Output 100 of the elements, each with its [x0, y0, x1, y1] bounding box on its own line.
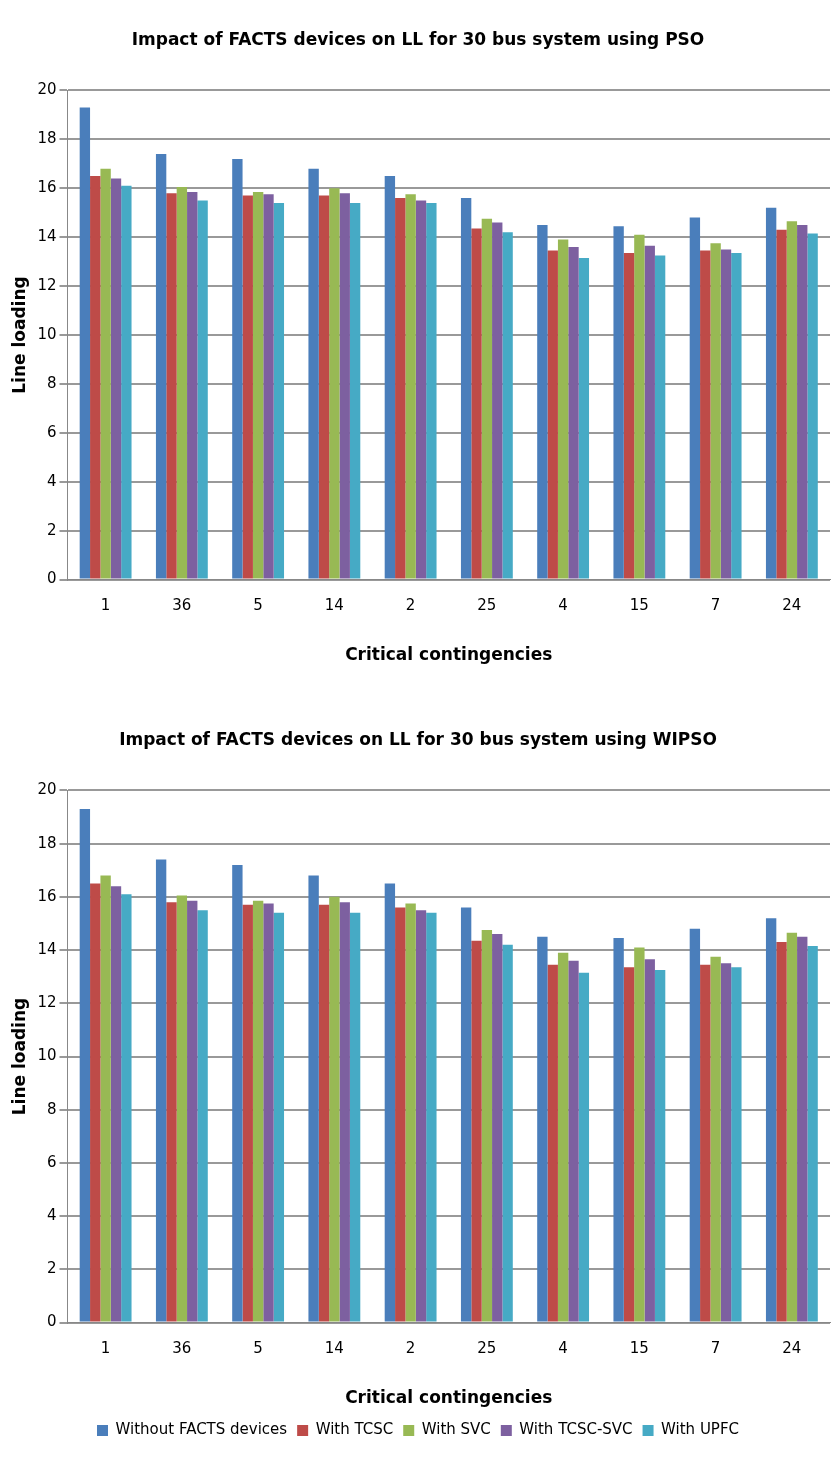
bar: [232, 158, 243, 579]
bar: [349, 912, 361, 1322]
bar: [502, 944, 513, 1322]
bar: [471, 940, 482, 1322]
x-tick-label: 7: [710, 596, 721, 615]
bar: [329, 896, 340, 1322]
bar: [318, 195, 330, 579]
x-axis-title: Critical contingencies: [345, 1387, 553, 1408]
bar: [197, 910, 208, 1322]
bar: [786, 932, 798, 1322]
legend-label: With SVC: [421, 1420, 491, 1439]
chart-title: Impact of FACTS devices on LL for 30 bus system using PSO: [131, 28, 705, 49]
bar: [79, 809, 91, 1322]
bar: [710, 956, 721, 1322]
bar: [349, 202, 361, 579]
y-tick-label: 6: [46, 422, 57, 441]
bar: [765, 207, 777, 579]
bar: [492, 222, 503, 579]
bar: [557, 239, 569, 579]
y-tick-label: 14: [37, 227, 57, 246]
x-tick-label: 25: [477, 596, 497, 615]
bar: [318, 904, 330, 1322]
bar: [613, 938, 624, 1322]
bar: [405, 903, 416, 1322]
y-tick-label: 0: [46, 1312, 57, 1331]
bar: [242, 904, 253, 1322]
bar: [710, 243, 721, 579]
bar: [547, 250, 558, 579]
bar: [797, 224, 808, 579]
y-axis-title: Line loading: [8, 276, 29, 394]
bar: [415, 200, 427, 579]
bar: [786, 221, 798, 579]
legend-label: With TCSC: [315, 1420, 394, 1439]
bar: [634, 947, 645, 1322]
bar: [807, 946, 818, 1322]
bar: [339, 902, 350, 1322]
bar: [166, 902, 177, 1322]
y-tick-label: 8: [46, 1099, 57, 1118]
y-tick-label: 10: [37, 324, 57, 343]
bar: [720, 963, 732, 1322]
y-tick-label: 4: [46, 471, 57, 490]
bar: [731, 967, 742, 1322]
x-tick-label: 4: [558, 1339, 568, 1358]
bar: [252, 900, 264, 1322]
bar: [460, 198, 472, 579]
x-tick-label: 7: [710, 1339, 721, 1358]
bar: [395, 907, 406, 1322]
bar: [537, 936, 548, 1322]
bar: [329, 188, 340, 579]
bar: [100, 875, 111, 1322]
bar: [242, 195, 253, 579]
bar: [176, 187, 188, 579]
x-tick-label: 1: [100, 596, 111, 615]
bar: [623, 967, 635, 1322]
x-tick-label: 15: [629, 1339, 649, 1358]
bar: [568, 960, 579, 1322]
bar: [187, 900, 198, 1322]
y-tick-label: 20: [37, 80, 57, 99]
y-tick-label: 12: [37, 993, 57, 1012]
bar: [481, 218, 493, 579]
legend-label: With UPFC: [661, 1420, 740, 1439]
bar: [547, 964, 558, 1322]
bar: [273, 912, 285, 1322]
y-tick-label: 12: [37, 275, 57, 294]
y-tick-label: 20: [37, 780, 57, 799]
bar: [568, 246, 579, 579]
bar: [689, 928, 701, 1322]
bar: [90, 883, 101, 1322]
bar: [110, 178, 122, 579]
bar: [720, 249, 732, 579]
bar: [79, 107, 91, 579]
y-axis-title: Line loading: [8, 997, 29, 1116]
y-tick-label: 6: [46, 1152, 57, 1171]
x-tick-label: 2: [405, 596, 416, 615]
bar: [492, 934, 503, 1322]
bar: [263, 194, 274, 579]
bar: [308, 875, 319, 1322]
x-tick-label: 36: [172, 1339, 192, 1358]
bar: [155, 154, 167, 579]
bar: [100, 168, 111, 579]
x-tick-label: 5: [253, 596, 263, 615]
x-tick-label: 14: [324, 1339, 344, 1358]
legend-label: Without FACTS devices: [115, 1420, 288, 1439]
bar: [471, 228, 482, 579]
bar: [765, 918, 777, 1322]
x-axis-title: Critical contingencies: [345, 644, 553, 665]
y-tick-label: 16: [37, 178, 57, 197]
bar: [395, 198, 406, 579]
y-tick-label: 0: [46, 569, 57, 588]
bar: [426, 912, 437, 1322]
y-tick-label: 18: [37, 833, 57, 852]
y-tick-label: 14: [37, 939, 57, 958]
bar: [700, 964, 711, 1322]
bar: [481, 930, 493, 1322]
bar: [578, 972, 590, 1322]
x-tick-label: 24: [782, 1339, 802, 1358]
bar: [90, 176, 101, 579]
bar: [502, 232, 513, 579]
bar: [384, 176, 396, 579]
y-tick-label: 8: [46, 373, 57, 392]
